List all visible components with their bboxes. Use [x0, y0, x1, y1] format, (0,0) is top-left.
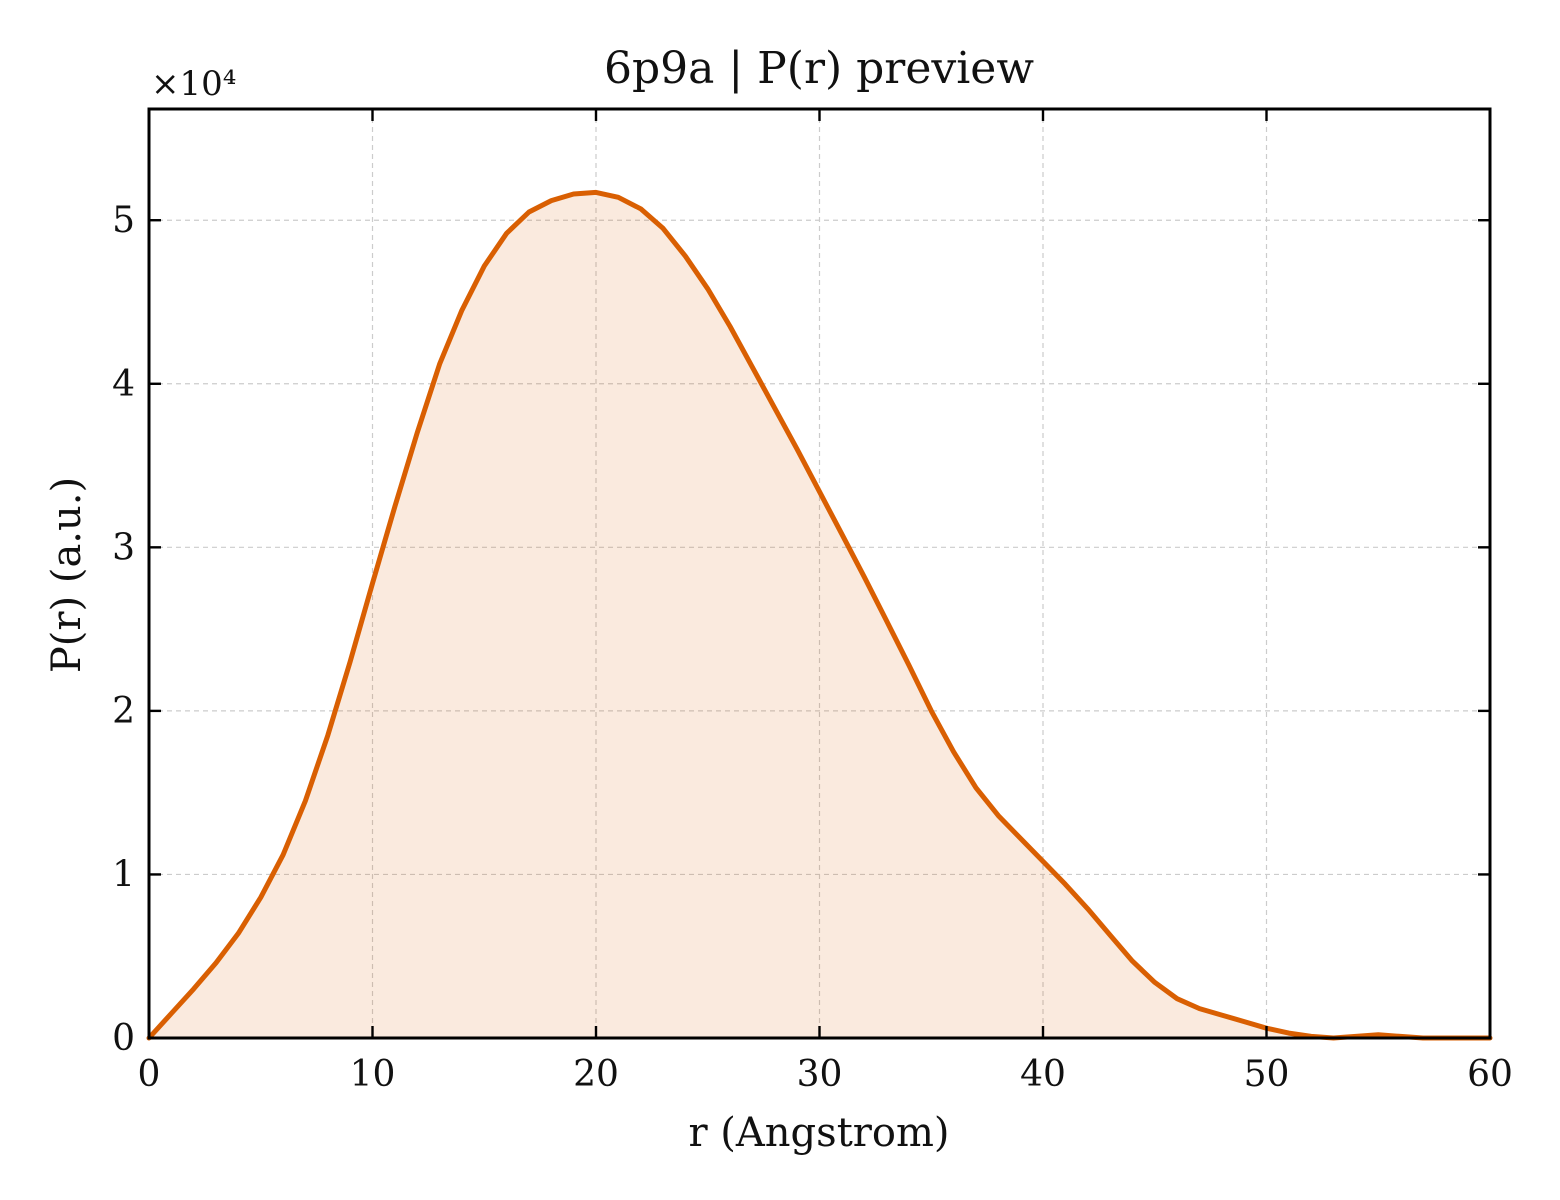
y-axis-label: P(r) (a.u.) [44, 477, 90, 673]
series-area-fill [149, 192, 1490, 1038]
x-tick-label: 20 [573, 1054, 619, 1095]
y-tick-label: 0 [112, 1018, 135, 1059]
y-tick-label: 4 [112, 364, 135, 405]
y-tick-label: 1 [112, 854, 135, 895]
tick-label-layer: 0 10 20 30 40 50 60 0 1 2 3 4 5 [112, 200, 1513, 1095]
chart-title: 6p9a | P(r) preview [604, 43, 1034, 94]
x-tick-label: 0 [138, 1054, 161, 1095]
grid-layer [149, 109, 1490, 1038]
y-multiplier-label: ×10⁴ [151, 64, 236, 104]
y-tick-label: 3 [112, 527, 135, 568]
x-tick-label: 60 [1467, 1054, 1513, 1095]
x-tick-label: 10 [350, 1054, 396, 1095]
plot-frame [147, 107, 1492, 1040]
x-tick-label: 40 [1020, 1054, 1066, 1095]
x-axis-label: r (Angstrom) [688, 1110, 949, 1156]
y-tick-label: 5 [112, 200, 135, 241]
x-tick-label: 50 [1244, 1054, 1290, 1095]
x-tick-label: 30 [797, 1054, 843, 1095]
y-tick-label: 2 [112, 691, 135, 732]
